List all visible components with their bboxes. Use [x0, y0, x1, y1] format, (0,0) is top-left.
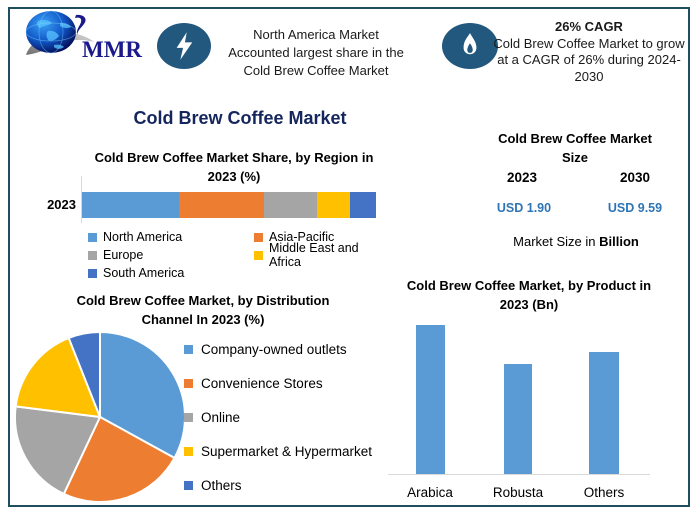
region-legend-item[interactable]: Middle East and Africa [254, 241, 380, 269]
pie-slice [62, 415, 176, 503]
legend-swatch-icon [184, 447, 193, 457]
legend-swatch-icon [184, 344, 193, 354]
legend-swatch-icon [184, 412, 193, 422]
product-category-label: Robusta [492, 485, 544, 500]
distribution-chart-legend: Company-owned outlets Convenience Stores O… [184, 332, 384, 503]
pie-slice [14, 336, 102, 419]
market-size-year-2030: 2030 [619, 170, 651, 185]
title-line: Cold Brew Coffee Market Share, by Region… [94, 150, 374, 165]
distribution-pie-chart [14, 331, 186, 503]
region-category-label: 2023 [47, 197, 76, 212]
callout-line: Cold Brew Coffee Market [243, 63, 389, 78]
legend-swatch-icon [88, 232, 97, 242]
product-bar [415, 325, 445, 474]
title-line: Cold Brew Coffee Market [498, 131, 652, 146]
legend-swatch-icon [184, 378, 193, 388]
callout-line: North America Market [253, 27, 379, 42]
market-size-title: Cold Brew Coffee Market Size [466, 129, 684, 167]
flame-icon [463, 33, 477, 55]
callout-line: Cold Brew Coffee Market to grow [493, 35, 685, 51]
region-segment [179, 192, 265, 218]
cagr-callout: 26% CAGR Cold Brew Coffee Market to grow… [489, 19, 689, 85]
market-size-year-2023: 2023 [506, 170, 538, 185]
unit-note-text: Market Size in [513, 234, 600, 249]
callout-line: 2030 [574, 68, 604, 84]
globe-icon [25, 10, 94, 55]
product-category-label: Others [583, 485, 625, 500]
region-segment [317, 192, 350, 218]
lightning-bolt-badge [157, 23, 211, 69]
title-line: Cold Brew Coffee Market, by Product in [406, 278, 652, 293]
product-bar [589, 351, 619, 474]
flame-badge [442, 23, 498, 69]
region-legend-item[interactable]: South America [88, 264, 254, 282]
pie-slice [99, 331, 186, 460]
title-line: Cold Brew Coffee Market, by Distribution [76, 293, 330, 308]
legend-label: North America [103, 230, 183, 244]
region-chart-legend: North America Asia-Pacific Europe Middle Ea… [88, 228, 380, 282]
region-legend-item[interactable]: Europe [88, 246, 254, 264]
legend-label: Online [201, 409, 241, 425]
legend-swatch-icon [254, 250, 263, 260]
page-title: Cold Brew Coffee Market [133, 108, 347, 128]
region-legend-item[interactable]: North America [88, 228, 254, 246]
legend-swatch-icon [88, 268, 97, 278]
distribution-chart-title: Cold Brew Coffee Market, by Distribution… [56, 291, 350, 329]
legend-swatch-icon [254, 232, 263, 242]
title-line: Size [561, 150, 588, 165]
legend-label: Company-owned outlets [201, 341, 347, 357]
distribution-legend-item[interactable]: Online [184, 400, 384, 434]
region-stacked-bar [82, 192, 376, 218]
legend-label: South America [103, 266, 185, 280]
market-size-unit-note: Market Size in Billion [486, 234, 666, 249]
mmr-logo: MMR [24, 9, 144, 62]
region-legend-item[interactable]: Asia-Pacific [254, 228, 380, 246]
market-size-value-2030: USD 9.59 [607, 201, 663, 215]
legend-label: Middle East and Africa [269, 241, 359, 269]
north-america-callout: North America Market Accounted largest s… [216, 26, 416, 80]
logo-wordmark: MMR [82, 37, 143, 62]
cagr-headline: 26% CAGR [555, 19, 623, 34]
pie-slice [14, 405, 102, 496]
page-border [8, 7, 690, 507]
lightning-bolt-icon [176, 32, 193, 60]
title-line: Channel In 2023 (%) [141, 312, 265, 327]
distribution-legend-item[interactable]: Convenience Stores [184, 366, 384, 400]
region-segment [264, 192, 318, 218]
legend-label: Convenience Stores [201, 375, 323, 391]
product-chart-title: Cold Brew Coffee Market, by Product in 2… [396, 276, 662, 314]
product-category-label: Arabica [407, 485, 453, 500]
region-segment [82, 192, 180, 218]
legend-label: Europe [103, 248, 144, 262]
pie-slice [67, 331, 101, 418]
region-chart-axis [81, 176, 82, 223]
product-chart-axis [388, 474, 650, 475]
unit-note-bold: Billion [599, 234, 639, 249]
market-size-value-2023: USD 1.90 [496, 201, 552, 215]
legend-label: Supermarket & Hypermarket [201, 444, 373, 460]
product-bar [504, 363, 532, 474]
legend-swatch-icon [88, 250, 97, 260]
region-segment [349, 192, 376, 218]
distribution-legend-item[interactable]: Company-owned outlets [184, 332, 384, 366]
distribution-legend-item[interactable]: Supermarket & Hypermarket [184, 435, 384, 469]
title-line: 2023 (Bn) [499, 297, 559, 312]
legend-label: Others [201, 478, 242, 494]
legend-swatch-icon [184, 481, 193, 491]
region-chart-title: Cold Brew Coffee Market Share, by Region… [84, 148, 384, 186]
product-bars [388, 325, 650, 474]
distribution-legend-item[interactable]: Others [184, 469, 384, 503]
title-line: 2023 (%) [207, 169, 261, 184]
legend-label: Asia-Pacific [269, 230, 335, 244]
callout-line: at a CAGR of 26% during 2024- [497, 52, 681, 67]
callout-line: Accounted largest share in the [228, 45, 404, 60]
